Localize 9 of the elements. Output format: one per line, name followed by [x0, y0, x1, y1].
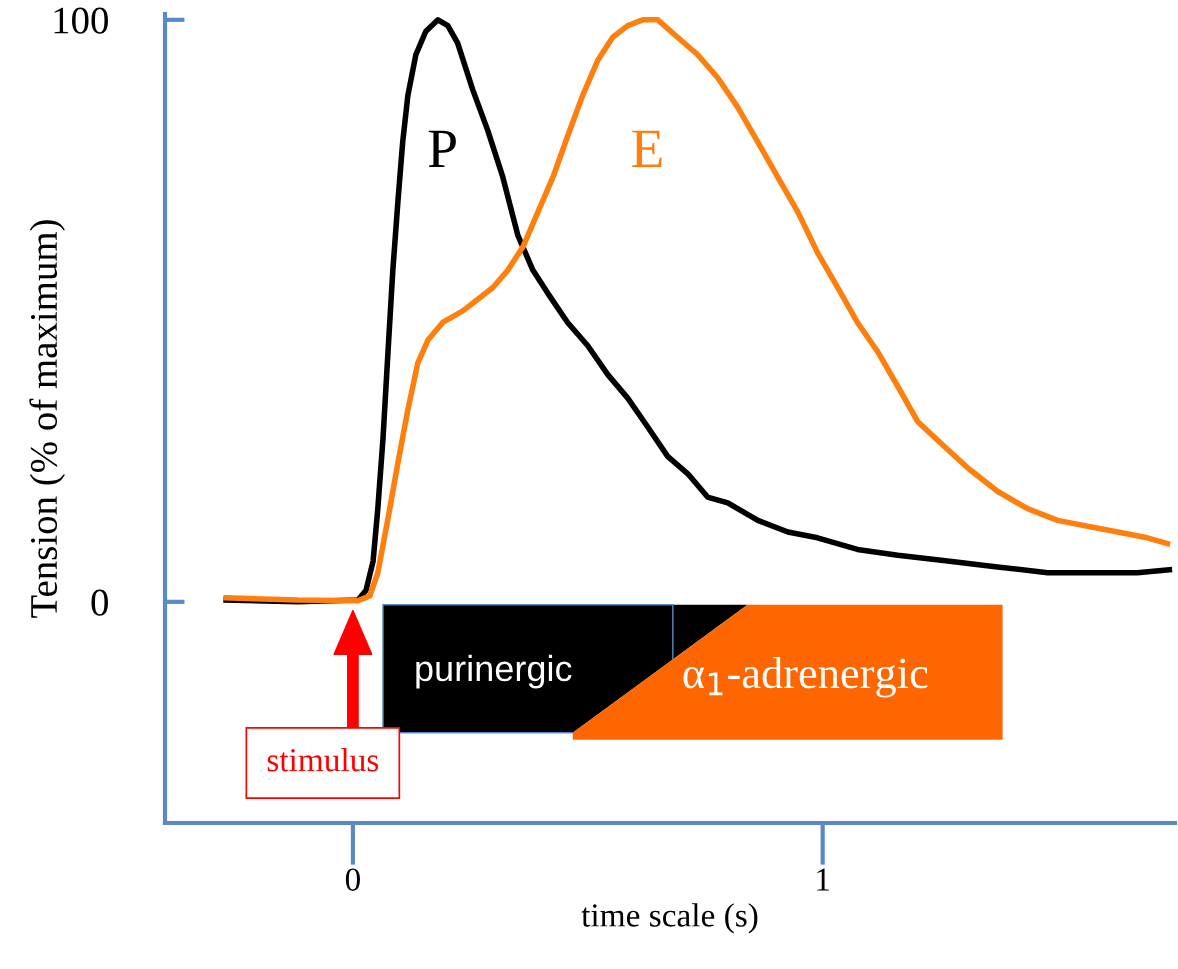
annotation: stimulus [267, 747, 379, 772]
annotation: α$_{1}$-adrenergic [683, 657, 928, 698]
y-tick-label: 100 [54, 7, 108, 34]
series-label: E [632, 130, 662, 168]
x-tick-label: 1 [817, 868, 830, 891]
x-axis-title: time scale (s) [581, 903, 758, 934]
series-label: P [428, 130, 456, 168]
y-axis-title: Tension (% of maximum) [29, 220, 65, 618]
annotation: purinergic [416, 654, 572, 689]
